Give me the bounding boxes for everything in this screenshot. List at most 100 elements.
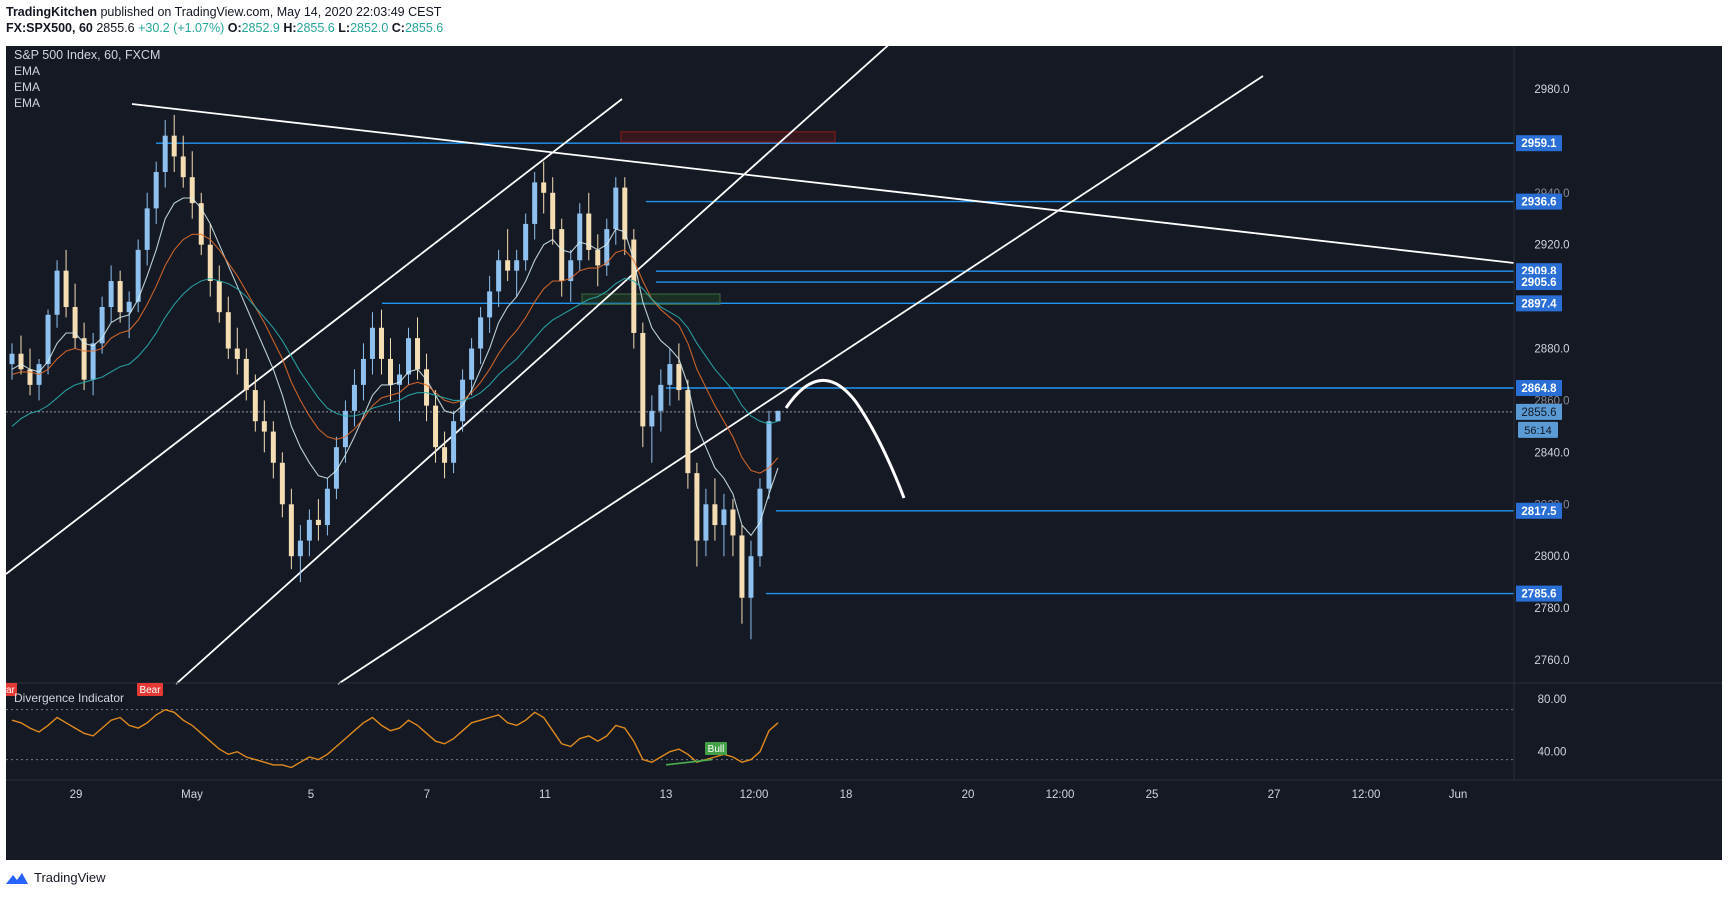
bull-badge[interactable] xyxy=(705,742,727,755)
candle-body[interactable] xyxy=(469,348,475,380)
candle-body[interactable] xyxy=(415,338,421,370)
candle-body[interactable] xyxy=(505,260,511,271)
candle-body[interactable] xyxy=(595,249,601,266)
candle-body[interactable] xyxy=(631,239,637,333)
candle-body[interactable] xyxy=(18,353,24,370)
channel-outer-line[interactable] xyxy=(337,75,1264,685)
author-name[interactable]: TradingKitchen xyxy=(6,5,97,19)
candle-body[interactable] xyxy=(577,213,583,261)
candle-body[interactable] xyxy=(54,270,60,315)
supply-zone[interactable] xyxy=(620,131,836,143)
candle-body[interactable] xyxy=(586,213,592,250)
ema-slow-line[interactable] xyxy=(11,277,779,427)
candle-body[interactable] xyxy=(685,390,691,474)
candle-body[interactable] xyxy=(478,317,484,349)
candle-body[interactable] xyxy=(514,260,520,271)
oscillator-title[interactable]: Divergence Indicator xyxy=(14,691,124,705)
candle-body[interactable] xyxy=(397,374,403,385)
candle-body[interactable] xyxy=(442,447,448,463)
candle-body[interactable] xyxy=(487,291,493,318)
candle-body[interactable] xyxy=(387,358,393,385)
candle-body[interactable] xyxy=(739,535,745,598)
projection-arc[interactable] xyxy=(784,378,906,499)
candle-body[interactable] xyxy=(315,519,321,526)
candle-body[interactable] xyxy=(324,488,330,526)
candle-body[interactable] xyxy=(117,281,123,313)
descending-trendline[interactable] xyxy=(131,103,1515,264)
candle-body[interactable] xyxy=(424,369,430,406)
candle-body[interactable] xyxy=(306,519,312,541)
candle-body[interactable] xyxy=(649,410,655,427)
candle-body[interactable] xyxy=(90,343,96,380)
candle-body[interactable] xyxy=(559,229,565,282)
candle-body[interactable] xyxy=(297,540,303,557)
candle-body[interactable] xyxy=(703,504,709,541)
candle-body[interactable] xyxy=(369,327,375,359)
candle-body[interactable] xyxy=(171,135,177,157)
candle-body[interactable] xyxy=(775,410,781,422)
candle-body[interactable] xyxy=(279,462,285,505)
candle-body[interactable] xyxy=(180,156,186,178)
price-level-tag[interactable] xyxy=(1516,379,1562,396)
candle-body[interactable] xyxy=(676,364,682,391)
countdown-tag[interactable] xyxy=(1518,421,1558,438)
candle-body[interactable] xyxy=(333,447,339,489)
candle-body[interactable] xyxy=(604,229,610,266)
candle-body[interactable] xyxy=(730,509,736,536)
channel-lower-line[interactable] xyxy=(175,39,895,685)
price-level-tag[interactable] xyxy=(1516,274,1562,291)
ema-label-1[interactable]: EMA xyxy=(14,64,40,78)
price-chart[interactable]: 2980.0 2920.0 2880.0 2840.0 2800.0 2780.0 2760… xyxy=(5,39,1722,860)
ema-mid-line[interactable] xyxy=(11,233,779,474)
footer-brand[interactable]: TradingView xyxy=(34,870,106,885)
ema-label-2[interactable]: EMA xyxy=(14,80,40,94)
candle-body[interactable] xyxy=(243,358,249,391)
ema-label-3[interactable]: EMA xyxy=(14,96,40,110)
demand-zone[interactable] xyxy=(581,293,721,305)
candle-body[interactable] xyxy=(81,338,87,380)
candle-body[interactable] xyxy=(252,390,258,422)
candle-body[interactable] xyxy=(667,364,673,385)
candle-body[interactable] xyxy=(613,187,619,230)
candle-body[interactable] xyxy=(207,244,213,282)
candle-body[interactable] xyxy=(496,260,502,292)
candle-body[interactable] xyxy=(234,348,240,359)
candle-body[interactable] xyxy=(541,182,547,193)
candle-body[interactable] xyxy=(99,306,105,344)
candle-body[interactable] xyxy=(198,203,204,245)
candle-body[interactable] xyxy=(189,177,195,204)
oscillator-line[interactable] xyxy=(11,708,779,769)
candle-body[interactable] xyxy=(406,338,412,375)
candle-body[interactable] xyxy=(712,504,718,526)
ema-fast-line[interactable] xyxy=(11,197,779,537)
candle-body[interactable] xyxy=(144,208,150,250)
candle-body[interactable] xyxy=(288,504,294,557)
candle-body[interactable] xyxy=(225,312,231,349)
candle-body[interactable] xyxy=(451,421,457,463)
candle-body[interactable] xyxy=(640,332,646,427)
candle-body[interactable] xyxy=(378,327,384,359)
candle-body[interactable] xyxy=(108,281,114,307)
bear-badge[interactable] xyxy=(137,683,163,696)
candle-body[interactable] xyxy=(45,314,51,365)
current-price-tag[interactable] xyxy=(1516,403,1562,420)
candle-body[interactable] xyxy=(9,353,15,365)
price-level-tag[interactable] xyxy=(1516,193,1562,210)
candle-body[interactable] xyxy=(622,187,628,240)
candle-body[interactable] xyxy=(216,281,222,313)
price-level-tag[interactable] xyxy=(1516,585,1562,602)
candle-body[interactable] xyxy=(153,172,159,209)
candle-body[interactable] xyxy=(135,249,141,302)
candle-body[interactable] xyxy=(550,192,556,230)
candle-body[interactable] xyxy=(721,509,727,526)
candle-body[interactable] xyxy=(270,431,276,463)
candle-body[interactable] xyxy=(694,473,700,541)
candle-body[interactable] xyxy=(72,306,78,339)
price-level-tag[interactable] xyxy=(1516,295,1562,312)
candle-body[interactable] xyxy=(568,260,574,282)
candle-body[interactable] xyxy=(162,135,168,173)
chart-container[interactable]: 2980.0 2920.0 2880.0 2840.0 2800.0 2780.0 2760… xyxy=(5,39,1722,860)
candle-body[interactable] xyxy=(261,421,267,432)
candle-body[interactable] xyxy=(532,182,538,224)
candle-body[interactable] xyxy=(433,405,439,448)
